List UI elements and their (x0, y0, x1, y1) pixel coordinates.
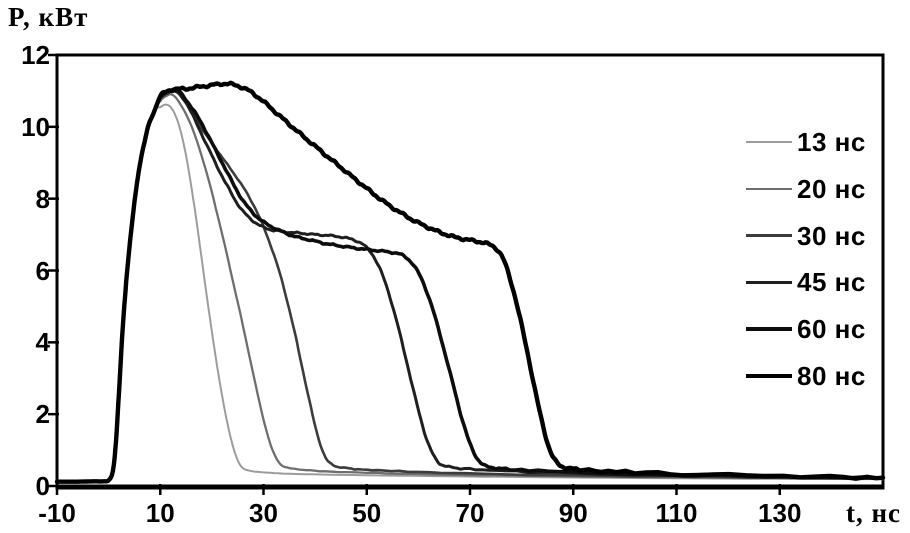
x-tick-label: 110 (655, 498, 698, 528)
legend-label: 20 нс (797, 173, 866, 204)
y-tick-label: 4 (35, 327, 50, 358)
legend-label: 13 нс (797, 127, 866, 157)
legend-line-icon (746, 280, 792, 284)
legend-label: 30 нс (797, 220, 866, 251)
legend-line-icon (746, 234, 792, 237)
legend-label: 80 нс (797, 361, 866, 391)
legend-item: 20 нс (746, 174, 866, 204)
x-tick-label: 10 (145, 498, 175, 528)
legend-item: 13 нс (746, 127, 866, 157)
legend-line-icon (746, 327, 792, 331)
legend-line-icon (746, 373, 792, 379)
legend-item: 45 нс (746, 267, 866, 297)
x-tick-label: -10 (38, 498, 76, 528)
x-tick-label: 30 (249, 498, 278, 528)
x-tick-label: 130 (758, 498, 802, 528)
legend-label: 45 нс (797, 267, 866, 298)
y-axis-title: P, кВт (8, 2, 89, 32)
legend-line-icon (746, 141, 792, 143)
x-axis-title: t, нс (846, 498, 902, 528)
legend-item: 30 нс (746, 221, 866, 251)
y-tick-label: 10 (21, 111, 50, 142)
legend-label: 60 нс (797, 314, 866, 345)
y-tick-label: 8 (35, 183, 50, 214)
y-tick-label: 12 (21, 40, 50, 70)
y-tick-label: 0 (35, 471, 50, 501)
series-path-5 (54, 80, 886, 484)
x-tick-label: 90 (558, 498, 588, 528)
y-tick-label: 2 (35, 399, 50, 430)
legend-item: 60 нс (746, 314, 866, 344)
legend-item: 80 нс (746, 361, 866, 391)
y-tick-label: 6 (35, 255, 50, 286)
x-tick-label: 70 (455, 498, 485, 528)
x-tick-label: 50 (352, 498, 382, 528)
legend-line-icon (746, 187, 792, 190)
